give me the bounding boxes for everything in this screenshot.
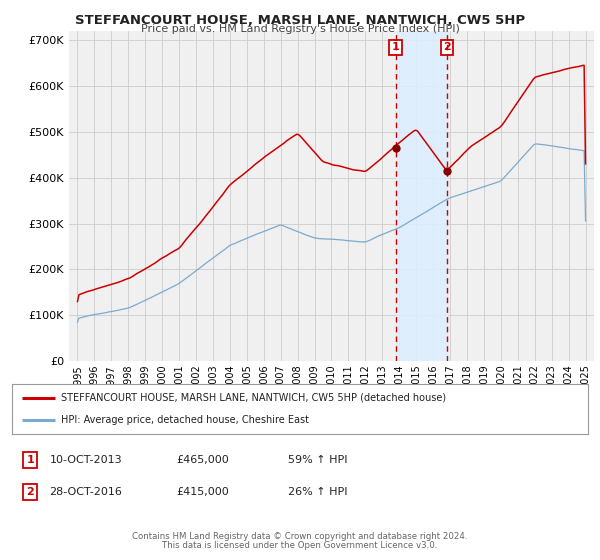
Text: STEFFANCOURT HOUSE, MARSH LANE, NANTWICH, CW5 5HP: STEFFANCOURT HOUSE, MARSH LANE, NANTWICH… — [75, 14, 525, 27]
Text: 59% ↑ HPI: 59% ↑ HPI — [289, 455, 348, 465]
Text: Price paid vs. HM Land Registry's House Price Index (HPI): Price paid vs. HM Land Registry's House … — [140, 24, 460, 34]
Text: Contains HM Land Registry data © Crown copyright and database right 2024.: Contains HM Land Registry data © Crown c… — [132, 532, 468, 541]
Text: 10-OCT-2013: 10-OCT-2013 — [49, 455, 122, 465]
Text: 2: 2 — [443, 43, 451, 53]
Text: £415,000: £415,000 — [176, 487, 229, 497]
Text: £465,000: £465,000 — [176, 455, 229, 465]
Text: STEFFANCOURT HOUSE, MARSH LANE, NANTWICH, CW5 5HP (detached house): STEFFANCOURT HOUSE, MARSH LANE, NANTWICH… — [61, 393, 446, 403]
Text: 28-OCT-2016: 28-OCT-2016 — [49, 487, 122, 497]
Text: 1: 1 — [26, 455, 34, 465]
Text: HPI: Average price, detached house, Cheshire East: HPI: Average price, detached house, Ches… — [61, 415, 309, 425]
Text: 2: 2 — [26, 487, 34, 497]
Text: 1: 1 — [392, 43, 400, 53]
Text: 26% ↑ HPI: 26% ↑ HPI — [289, 487, 348, 497]
Bar — [395, 31, 447, 361]
Text: This data is licensed under the Open Government Licence v3.0.: This data is licensed under the Open Gov… — [163, 541, 437, 550]
